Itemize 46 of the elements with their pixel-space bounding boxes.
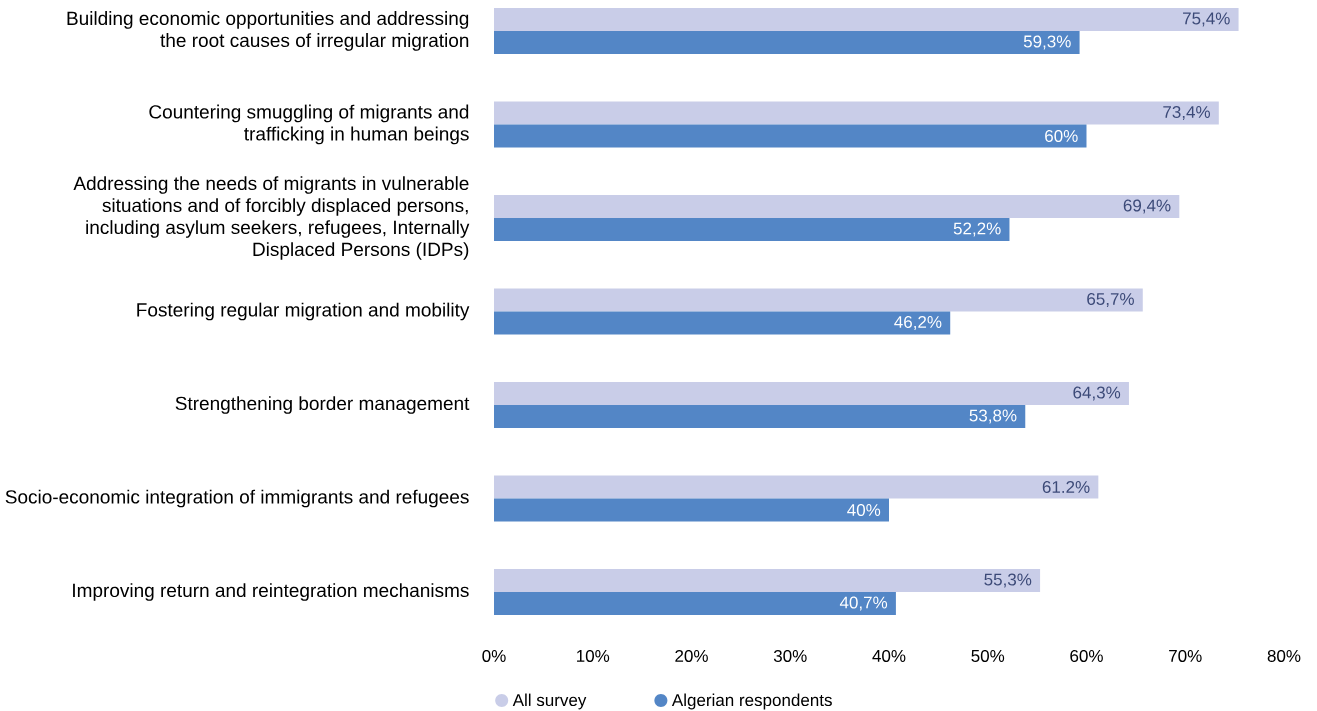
bar xyxy=(494,30,1080,54)
y-tick-label: Building economic opportunities and addressing the root causes of irregular migration xyxy=(67,11,469,51)
bar xyxy=(494,498,889,522)
data-label: 53,8% xyxy=(969,409,1017,424)
x-tick-label: 0% xyxy=(482,649,506,662)
bar xyxy=(494,217,1010,241)
bar xyxy=(494,194,1180,218)
data-label: 55,3% xyxy=(984,573,1032,588)
bar xyxy=(494,592,896,616)
data-label: 59,3% xyxy=(1023,35,1071,50)
data-label: 64,3% xyxy=(1073,386,1121,401)
y-tick-label: Countering smuggling of migrants and trafficking in human beings xyxy=(149,104,469,145)
x-tick-label: 20% xyxy=(675,649,708,662)
bar xyxy=(494,475,1099,499)
y-tick-label: Socio-economic integration of immigrants and refugees xyxy=(5,489,469,508)
data-label: 60% xyxy=(1045,129,1078,143)
data-label: 65,7% xyxy=(1087,292,1134,308)
x-tick-label: 30% xyxy=(773,649,807,662)
x-tick-label: 50% xyxy=(971,649,1005,662)
y-tick-label: Strengthening border management xyxy=(175,396,470,414)
legend-label: All survey xyxy=(512,693,587,710)
data-label: 61.2% xyxy=(1042,480,1090,494)
bar xyxy=(494,124,1087,148)
data-label: 46,2% xyxy=(894,315,942,331)
y-tick-label: Improving return and reintegration mechanisms xyxy=(73,583,469,601)
bar xyxy=(494,569,1041,593)
bar xyxy=(494,288,1143,312)
data-label: 73,4% xyxy=(1163,105,1210,121)
bar xyxy=(494,382,1129,405)
data-label: 40,7% xyxy=(839,596,888,611)
bar xyxy=(494,7,1239,31)
x-tick-label: 70% xyxy=(1169,649,1202,662)
legend-label: Algerian respondents xyxy=(671,693,832,710)
bar xyxy=(494,101,1219,125)
x-tick-label: 60% xyxy=(1070,649,1103,662)
x-tick-label: 10% xyxy=(577,649,610,662)
data-label: 75,4% xyxy=(1183,12,1230,27)
data-label: 69,4% xyxy=(1123,199,1171,214)
y-tick-label: Fostering regular migration and mobility xyxy=(137,302,470,321)
y-tick-label: Addressing the needs of migrants in vulnerable situations and of forcibly displaced persons, including asylum seekers, refugees, Internally Displaced Persons (IDPs) xyxy=(73,176,470,260)
bar xyxy=(494,405,1026,429)
data-label: 52,2% xyxy=(953,222,1001,237)
bar xyxy=(494,311,951,335)
data-label: 40% xyxy=(847,503,881,517)
x-tick-label: 40% xyxy=(872,649,906,662)
x-tick-label: 80% xyxy=(1267,649,1301,662)
